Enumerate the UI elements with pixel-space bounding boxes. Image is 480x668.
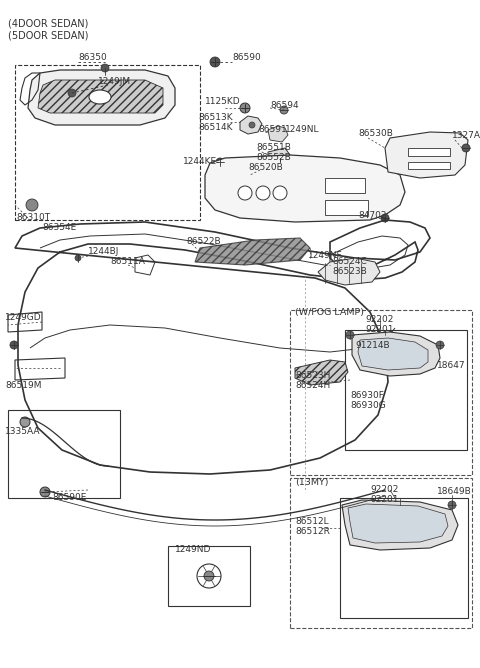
Circle shape (75, 255, 81, 261)
Polygon shape (352, 332, 440, 376)
Bar (15, 65, 200, 220)
Text: 18649B: 18649B (437, 488, 472, 496)
Text: 86594: 86594 (270, 100, 299, 110)
Polygon shape (38, 80, 163, 113)
Circle shape (240, 103, 250, 113)
Text: 1244KE: 1244KE (183, 158, 217, 166)
Circle shape (10, 341, 18, 349)
Bar (8, 410, 120, 498)
Polygon shape (268, 148, 290, 168)
Circle shape (273, 186, 287, 200)
Text: 86551B: 86551B (256, 144, 291, 152)
Ellipse shape (89, 90, 111, 104)
Text: 86591: 86591 (258, 126, 287, 134)
Text: 86590E: 86590E (52, 494, 86, 502)
Text: 86552B: 86552B (256, 154, 291, 162)
Circle shape (436, 341, 444, 349)
Polygon shape (268, 126, 288, 142)
Bar (340, 498, 468, 618)
Bar (168, 546, 250, 606)
Text: 86512R: 86512R (295, 528, 330, 536)
Circle shape (20, 417, 30, 427)
Text: 86523B: 86523B (332, 267, 367, 277)
Polygon shape (342, 500, 458, 550)
Text: 1249JM: 1249JM (98, 77, 131, 86)
Text: 86354E: 86354E (42, 224, 76, 232)
Text: 86511A: 86511A (110, 257, 145, 267)
Text: 86523H: 86523H (295, 371, 330, 379)
Polygon shape (205, 155, 405, 222)
Text: 92202: 92202 (370, 486, 398, 494)
Text: 1244BJ: 1244BJ (88, 248, 120, 257)
Text: 1249NL: 1249NL (285, 126, 320, 134)
Text: 86522B: 86522B (186, 236, 221, 246)
Text: 1249GD: 1249GD (5, 313, 42, 323)
Circle shape (381, 214, 389, 222)
Circle shape (68, 89, 76, 97)
Text: 1327AC: 1327AC (452, 132, 480, 140)
Circle shape (346, 331, 354, 339)
Text: (W/FOG LAMP): (W/FOG LAMP) (295, 309, 364, 317)
Text: 86514K: 86514K (198, 124, 232, 132)
Circle shape (238, 186, 252, 200)
Text: 1249NF: 1249NF (308, 251, 343, 261)
Polygon shape (240, 116, 262, 134)
Text: (4DOOR SEDAN): (4DOOR SEDAN) (8, 18, 88, 28)
Circle shape (204, 571, 214, 581)
Text: 92201: 92201 (365, 325, 394, 335)
Text: 86590: 86590 (232, 53, 261, 63)
Circle shape (101, 64, 109, 72)
Polygon shape (195, 238, 310, 265)
Text: 91214B: 91214B (355, 341, 390, 349)
Polygon shape (295, 360, 348, 385)
Text: 1125KD: 1125KD (205, 98, 240, 106)
Text: 86524H: 86524H (295, 381, 330, 389)
Text: 84702: 84702 (358, 210, 386, 220)
Text: 86519M: 86519M (5, 381, 41, 391)
Bar (290, 478, 472, 628)
Circle shape (448, 501, 456, 509)
Polygon shape (325, 178, 365, 193)
Polygon shape (325, 200, 368, 215)
Polygon shape (358, 338, 428, 370)
Circle shape (216, 158, 224, 166)
Polygon shape (28, 70, 175, 125)
Text: (5DOOR SEDAN): (5DOOR SEDAN) (8, 30, 88, 40)
Text: 86512L: 86512L (295, 518, 329, 526)
Polygon shape (318, 258, 380, 285)
Text: 92201: 92201 (370, 496, 398, 504)
Polygon shape (408, 148, 450, 156)
Polygon shape (385, 132, 468, 178)
Text: 86930F: 86930F (350, 391, 384, 399)
Text: (13MY): (13MY) (295, 478, 328, 486)
Circle shape (462, 144, 470, 152)
Circle shape (280, 106, 288, 114)
Circle shape (26, 199, 38, 211)
Polygon shape (408, 162, 450, 169)
Circle shape (40, 487, 50, 497)
Text: 86513K: 86513K (198, 114, 233, 122)
Bar (290, 310, 472, 475)
Text: 92202: 92202 (365, 315, 394, 325)
Text: 86310T: 86310T (16, 214, 50, 222)
Text: 86930G: 86930G (350, 401, 386, 409)
Bar (345, 330, 467, 450)
Text: 86530B: 86530B (358, 130, 393, 138)
Circle shape (256, 186, 270, 200)
Circle shape (210, 57, 220, 67)
Text: 86524C: 86524C (332, 257, 367, 267)
Text: 1249ND: 1249ND (175, 546, 211, 554)
Circle shape (249, 122, 255, 128)
Text: 18647: 18647 (437, 361, 466, 369)
Text: 1335AA: 1335AA (5, 428, 40, 436)
Polygon shape (348, 504, 448, 543)
Text: 86520B: 86520B (248, 162, 283, 172)
Text: 86350: 86350 (78, 53, 107, 63)
